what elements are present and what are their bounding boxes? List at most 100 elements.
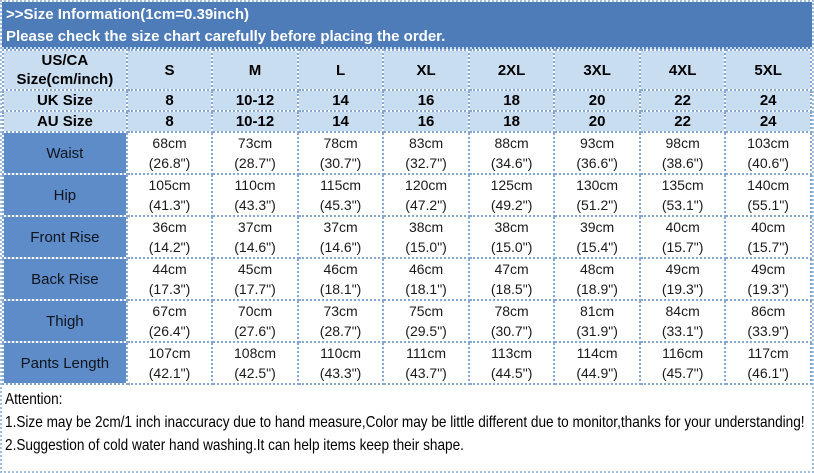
measurement-value-cell: 38cm (15.0") xyxy=(467,215,556,259)
measurement-value-cell: 38cm (15.0") xyxy=(382,215,470,259)
au-size-row-value: 20 xyxy=(553,110,641,133)
cm-value: 48cm xyxy=(579,261,615,277)
cm-value: 37cm xyxy=(237,219,273,235)
inch-value: (17.7") xyxy=(234,281,276,297)
cm-value: 38cm xyxy=(408,219,444,235)
inch-value: (15.7") xyxy=(747,239,789,255)
cm-value: 45cm xyxy=(237,261,273,277)
measurement-value-cell: 81cm (31.9") xyxy=(553,299,641,343)
cm-value: 105cm xyxy=(148,177,191,193)
measurement-value-cell: 120cm (47.2") xyxy=(382,173,470,217)
measurement-value-cell: 98cm (38.6") xyxy=(638,131,727,175)
inch-value: (36.6") xyxy=(576,155,618,171)
inch-value: (15.0") xyxy=(490,239,533,255)
measurement-value-cell: 83cm (32.7") xyxy=(382,131,470,175)
attention-note-2: 2.Suggestion of cold water hand washing.… xyxy=(5,437,464,454)
size-column-header: M xyxy=(211,49,299,91)
cm-value: 37cm xyxy=(323,219,358,235)
measurement-value-cell: 37cm (14.6") xyxy=(296,215,385,259)
inch-value: (26.8") xyxy=(148,155,191,171)
measurement-value-cell: 39cm (15.4") xyxy=(553,215,641,259)
measurement-value-cell: 117cm (46.1") xyxy=(724,341,812,385)
cm-value: 73cm xyxy=(323,303,358,319)
inch-value: (43.3") xyxy=(234,197,276,213)
measurement-value-cell: 86cm (33.9") xyxy=(724,299,812,343)
inch-value: (18.1") xyxy=(319,281,362,297)
measurement-value-cell: 105cm (41.3") xyxy=(125,173,214,217)
inch-value: (19.3") xyxy=(661,281,704,297)
au-size-row-value: 24 xyxy=(724,110,812,133)
cm-value: 125cm xyxy=(490,177,533,193)
measurement-value-cell: 130cm (51.2") xyxy=(553,173,641,217)
au-size-row-value: 8 xyxy=(125,110,214,133)
size-header-row: US/CA Size(cm/inch) S M L XL 2XL 3XL 4XL 5XL xyxy=(2,49,812,91)
measurement-value-cell: 68cm (26.8") xyxy=(125,131,214,175)
measurement-value-cell: 84cm (33.1") xyxy=(638,299,727,343)
size-column-header: XL xyxy=(382,49,470,91)
inch-value: (32.7") xyxy=(405,155,447,171)
measurement-value-cell: 110cm (43.3") xyxy=(211,173,299,217)
measurement-value-cell: 49cm (19.3") xyxy=(724,257,812,301)
uk-size-row: UK Size 8 10-12 14 16 18 20 22 24 xyxy=(2,89,812,112)
inch-value: (15.4") xyxy=(576,239,618,255)
cm-value: 88cm xyxy=(494,135,529,151)
measurement-value-cell: 73cm (28.7") xyxy=(211,131,299,175)
inch-value: (19.3") xyxy=(747,281,789,297)
cm-value: 70cm xyxy=(237,303,273,319)
banner-title: >>Size Information(1cm=0.39inch) xyxy=(6,6,249,23)
measurement-value-cell: 113cm (44.5") xyxy=(467,341,556,385)
measurement-label: Hip xyxy=(2,173,128,217)
attention-title: Attention: xyxy=(5,391,63,408)
uk-size-row-label: UK Size xyxy=(2,89,128,112)
cm-value: 116cm xyxy=(662,345,704,361)
cm-value: 75cm xyxy=(408,303,444,319)
measurement-value-cell: 46cm (18.1") xyxy=(382,257,470,301)
inch-value: (27.6") xyxy=(234,323,276,339)
cm-value: 113cm xyxy=(491,345,533,361)
inch-value: (44.5") xyxy=(490,365,533,381)
measurement-label: Waist xyxy=(2,131,128,175)
measurement-value-cell: 125cm (49.2") xyxy=(467,173,556,217)
inch-value: (33.9") xyxy=(747,323,789,339)
cm-value: 110cm xyxy=(234,177,276,193)
measurement-value-cell: 115cm (45.3") xyxy=(296,173,385,217)
uk-size-row-value: 22 xyxy=(638,89,727,112)
au-size-row-value: 14 xyxy=(296,110,385,133)
cm-value: 44cm xyxy=(152,261,187,277)
uk-size-row-value: 16 xyxy=(382,89,470,112)
inch-value: (55.1") xyxy=(747,197,789,213)
size-column-header: 4XL xyxy=(638,49,727,91)
inch-value: (38.6") xyxy=(661,155,704,171)
cm-value: 120cm xyxy=(405,177,448,193)
measurement-value-cell: 111cm (43.7") xyxy=(382,341,470,385)
inch-value: (14.6") xyxy=(234,239,276,255)
measurement-value-cell: 48cm (18.9") xyxy=(553,257,641,301)
inch-value: (51.2") xyxy=(576,197,618,213)
inch-value: (49.2") xyxy=(490,197,533,213)
cm-value: 46cm xyxy=(408,261,444,277)
cm-value: 130cm xyxy=(576,177,619,193)
measurement-value-cell: 46cm (18.1") xyxy=(296,257,385,301)
inch-value: (45.7") xyxy=(661,365,704,381)
cm-value: 135cm xyxy=(661,177,704,193)
measurement-value-cell: 110cm (43.3") xyxy=(296,341,385,385)
cm-value: 46cm xyxy=(323,261,358,277)
size-info-banner: >>Size Information(1cm=0.39inch) Please … xyxy=(2,2,812,49)
measurement-value-cell: 93cm (36.6") xyxy=(553,131,641,175)
cm-value: 40cm xyxy=(751,219,786,235)
measurement-row: Front Rise 36cm (14.2") 37cm (14.6") 37cm (14.… xyxy=(2,215,812,259)
measurement-value-cell: 40cm (15.7") xyxy=(724,215,812,259)
uk-size-row-value: 24 xyxy=(724,89,812,112)
attention-text: Attention: 1.Size may be 2cm/1 inch inac… xyxy=(5,388,812,457)
measurement-value-cell: 135cm (53.1") xyxy=(638,173,727,217)
measurement-value-cell: 88cm (34.6") xyxy=(467,131,556,175)
cm-value: 47cm xyxy=(494,261,529,277)
cm-value: 40cm xyxy=(665,219,700,235)
measurement-value-cell: 49cm (19.3") xyxy=(638,257,727,301)
size-column-header: L xyxy=(296,49,385,91)
measurement-value-cell: 40cm (15.7") xyxy=(638,215,727,259)
measurement-value-cell: 114cm (44.9") xyxy=(553,341,641,385)
size-chart-table: US/CA Size(cm/inch) S M L XL 2XL 3XL 4XL 5XL UK S… xyxy=(2,49,812,385)
inch-value: (28.7") xyxy=(319,323,362,339)
